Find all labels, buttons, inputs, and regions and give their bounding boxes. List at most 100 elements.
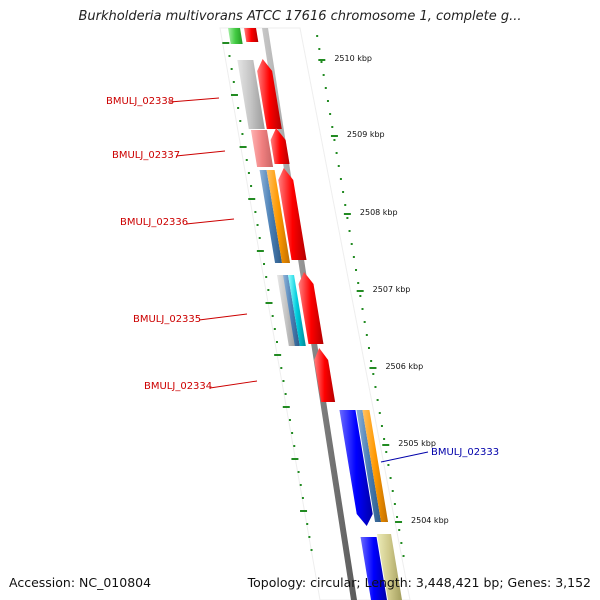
minor-tick-dot bbox=[254, 211, 257, 213]
minor-tick-dot bbox=[383, 438, 386, 440]
minor-tick-dot bbox=[291, 432, 294, 434]
minor-tick-dash bbox=[274, 354, 282, 356]
label-leader-line bbox=[209, 380, 258, 389]
cog-feature[interactable] bbox=[277, 275, 296, 346]
label-leaders bbox=[169, 97, 429, 463]
minor-tick-dot bbox=[342, 191, 345, 193]
gene-label[interactable]: BMULJ_02334 bbox=[144, 381, 212, 392]
cog-feature[interactable] bbox=[228, 28, 243, 44]
minor-tick-dot bbox=[267, 289, 270, 291]
cog-feature[interactable] bbox=[266, 170, 291, 263]
minor-tick-dot bbox=[322, 74, 325, 76]
cog-feature[interactable] bbox=[356, 410, 382, 522]
minor-tick-dot bbox=[402, 555, 405, 557]
gene-label[interactable]: BMULJ_02333 bbox=[431, 447, 499, 458]
minor-tick-dot bbox=[301, 497, 304, 499]
minor-tick-dot bbox=[310, 549, 313, 551]
minor-tick-dot bbox=[363, 321, 366, 323]
accession-text: Accession: NC_010804 bbox=[9, 575, 152, 590]
cog-feature[interactable] bbox=[259, 170, 283, 263]
minor-tick-dot bbox=[370, 360, 373, 362]
minor-tick-dot bbox=[245, 159, 248, 161]
minor-tick-dot bbox=[250, 185, 253, 187]
minor-tick-dot bbox=[337, 165, 340, 167]
minor-tick-dot bbox=[359, 295, 362, 297]
minor-tick-dot bbox=[232, 81, 235, 83]
minor-tick-dot bbox=[288, 419, 291, 421]
cog-feature[interactable] bbox=[283, 275, 300, 346]
minor-tick-dot bbox=[344, 204, 347, 206]
gene-feature[interactable] bbox=[314, 348, 336, 402]
gene-feature[interactable] bbox=[270, 128, 290, 164]
cog-feature[interactable] bbox=[377, 534, 402, 600]
minor-tick-dot bbox=[237, 107, 240, 109]
tick-labels: 2510 kbp 2509 kbp 2508 kbp 2507 kbp 2506 kbp… bbox=[334, 54, 448, 525]
gene-feature[interactable] bbox=[298, 272, 324, 344]
minor-tick-dot bbox=[398, 529, 401, 531]
minor-tick-dash bbox=[248, 198, 256, 200]
cog-feature[interactable] bbox=[288, 275, 306, 346]
tick-label: 2510 kbp bbox=[334, 54, 372, 63]
tick-label: 2509 kbp bbox=[347, 130, 385, 139]
cog-feature[interactable] bbox=[237, 60, 265, 129]
minor-tick-dot bbox=[361, 308, 364, 310]
cog-feature[interactable] bbox=[250, 130, 274, 167]
minor-tick-dot bbox=[271, 315, 274, 317]
dotted-guides bbox=[222, 35, 405, 557]
minor-tick-dash bbox=[282, 406, 290, 408]
minor-tick-dot bbox=[265, 276, 268, 278]
minor-tick-dot bbox=[293, 445, 296, 447]
minor-tick-dot bbox=[241, 133, 244, 135]
minor-tick-dot bbox=[280, 367, 283, 369]
cog-feature[interactable] bbox=[362, 410, 389, 522]
gene-label[interactable]: BMULJ_02338 bbox=[106, 96, 174, 107]
gene-feature[interactable] bbox=[257, 59, 282, 129]
minor-tick-dot bbox=[391, 490, 394, 492]
gene-feature[interactable] bbox=[360, 537, 387, 600]
minor-tick-dot bbox=[355, 269, 358, 271]
minor-tick-dot bbox=[372, 373, 375, 375]
minor-tick-dot bbox=[275, 341, 278, 343]
minor-tick-dash bbox=[230, 94, 238, 96]
minor-tick-dot bbox=[326, 100, 329, 102]
tick-marks bbox=[318, 59, 403, 523]
minor-tick-dot bbox=[329, 113, 332, 115]
tick-label: 2508 kbp bbox=[360, 208, 398, 217]
gene-feature[interactable] bbox=[244, 28, 259, 42]
tick-label: 2506 kbp bbox=[385, 362, 423, 371]
minor-tick-dot bbox=[320, 61, 323, 63]
minor-tick-dot bbox=[367, 347, 370, 349]
label-leader-line bbox=[380, 451, 429, 463]
gene-label[interactable]: BMULJ_02336 bbox=[120, 217, 188, 228]
minor-tick-dot bbox=[376, 399, 379, 401]
gene-features[interactable] bbox=[228, 28, 402, 600]
gene-feature[interactable] bbox=[339, 410, 373, 526]
minor-tick-dot bbox=[396, 516, 399, 518]
minor-tick-dot bbox=[331, 126, 334, 128]
minor-tick-dot bbox=[282, 380, 285, 382]
minor-tick-dash bbox=[291, 458, 299, 460]
minor-tick-dot bbox=[258, 237, 261, 239]
minor-tick-dot bbox=[308, 536, 311, 538]
minor-tick-dash bbox=[265, 302, 273, 304]
map-title: Burkholderia multivorans ATCC 17616 chro… bbox=[78, 9, 522, 24]
minor-tick-dot bbox=[284, 393, 287, 395]
minor-tick-dot bbox=[365, 334, 368, 336]
minor-tick-dot bbox=[339, 178, 342, 180]
minor-tick-dot bbox=[299, 484, 302, 486]
minor-tick-dot bbox=[318, 48, 321, 50]
minor-tick-dot bbox=[393, 503, 396, 505]
minor-tick-dot bbox=[385, 451, 388, 453]
minor-tick-dot bbox=[230, 68, 233, 70]
label-leader-line bbox=[175, 150, 226, 157]
gene-feature[interactable] bbox=[278, 168, 307, 260]
gene-labels[interactable]: BMULJ_02338 BMULJ_02337 BMULJ_02336 BMULJ_0… bbox=[106, 96, 499, 458]
minor-tick-dot bbox=[352, 256, 355, 258]
gene-label[interactable]: BMULJ_02337 bbox=[112, 150, 180, 161]
minor-tick-dot bbox=[228, 55, 231, 57]
tick-label: 2505 kbp bbox=[398, 439, 436, 448]
minor-tick-dot bbox=[335, 152, 338, 154]
gene-label[interactable]: BMULJ_02335 bbox=[133, 314, 201, 325]
minor-tick-dot bbox=[389, 477, 392, 479]
